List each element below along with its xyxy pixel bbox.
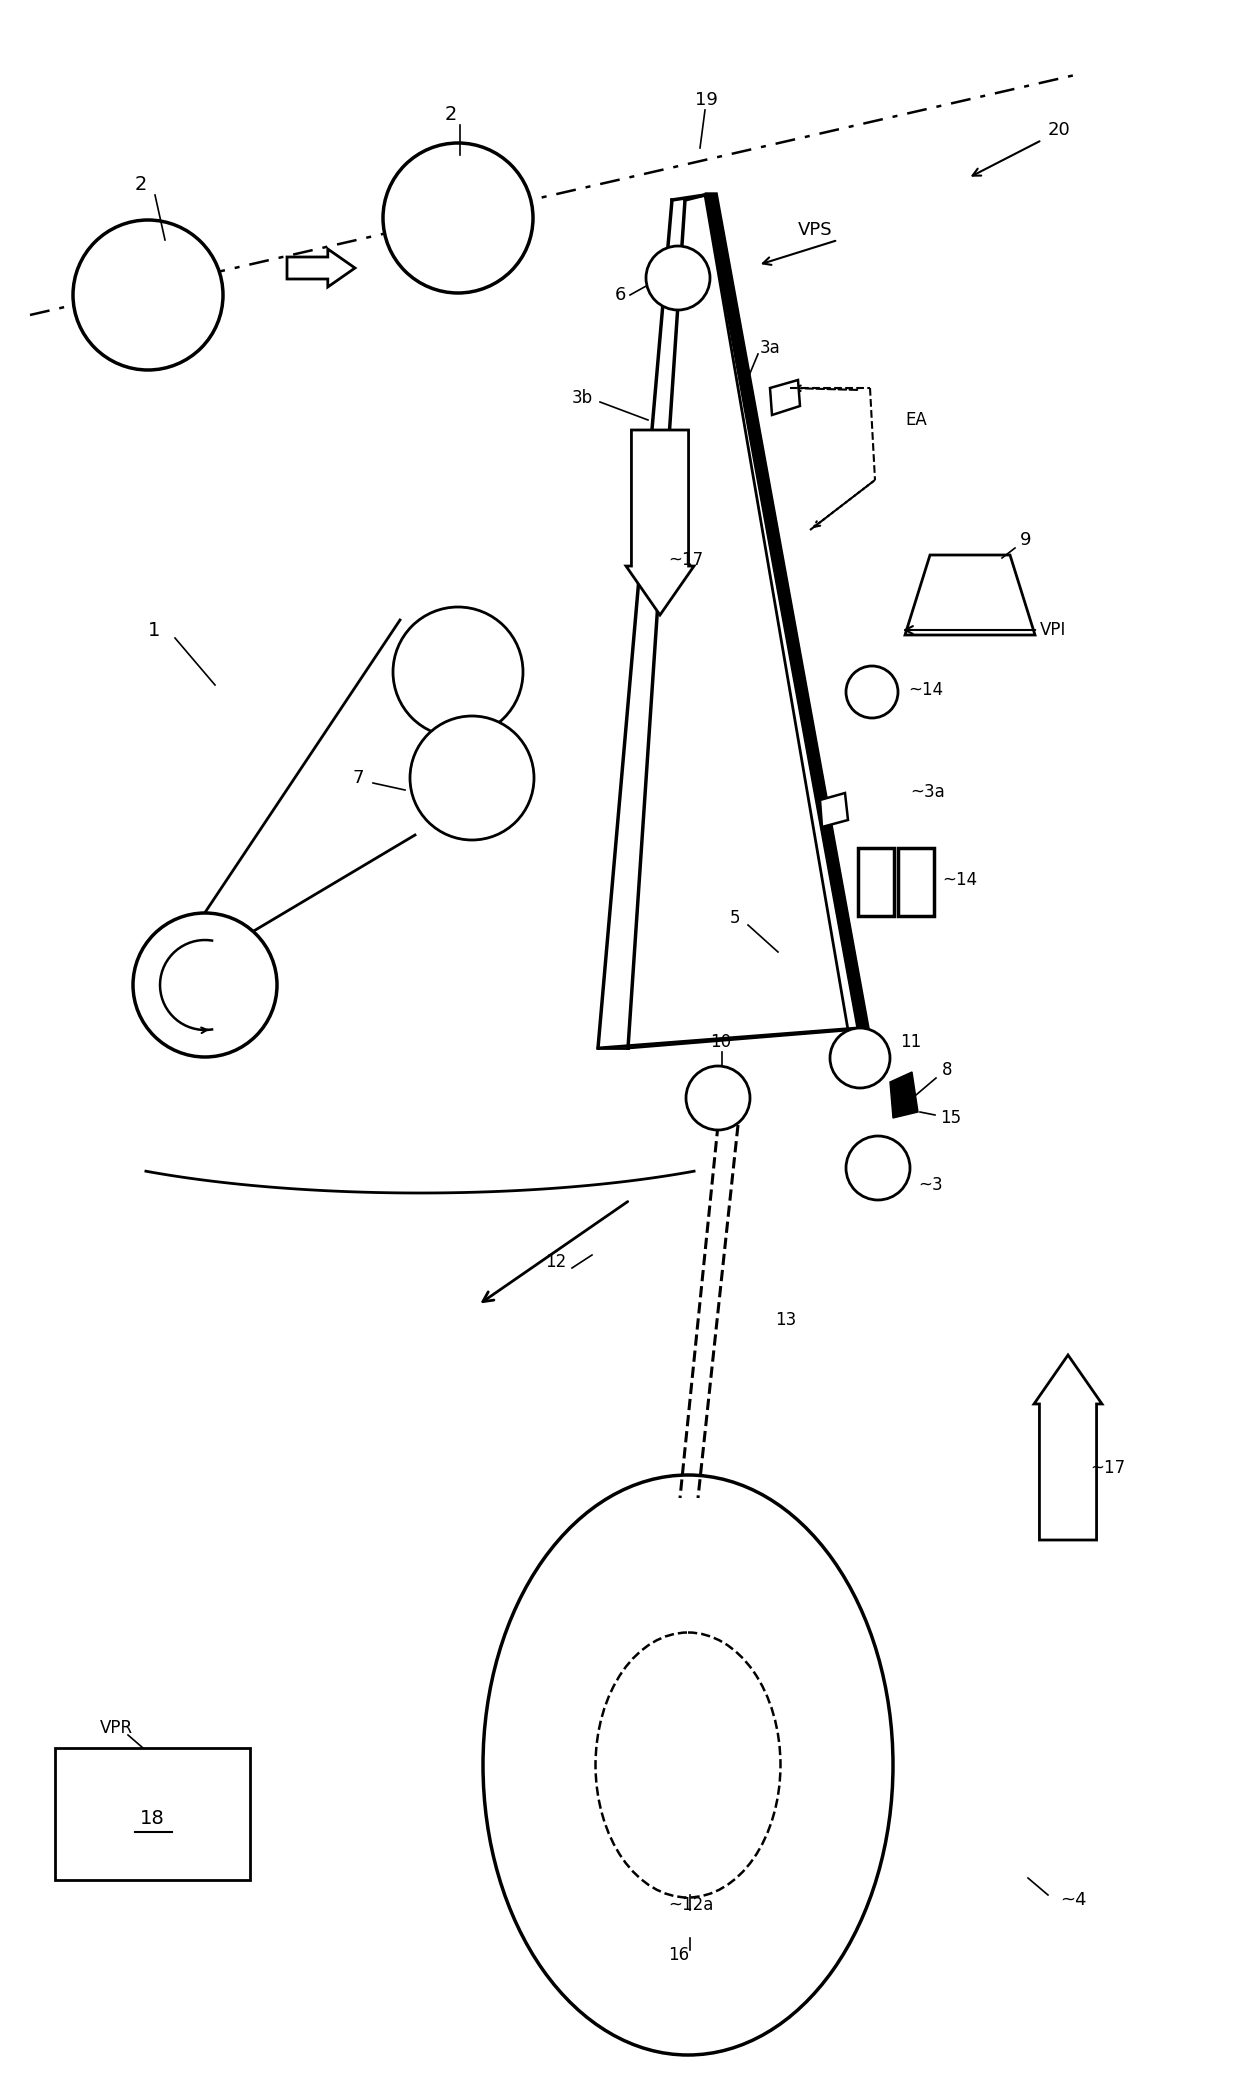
Text: 19: 19 [694, 90, 718, 109]
Polygon shape [820, 793, 848, 826]
Text: ~12a: ~12a [668, 1895, 713, 1914]
Polygon shape [770, 381, 800, 414]
Polygon shape [890, 1071, 918, 1117]
Text: 3b: 3b [572, 389, 593, 408]
Text: EA: EA [905, 410, 926, 429]
Text: 11: 11 [900, 1033, 921, 1050]
Text: 7: 7 [352, 770, 363, 787]
Circle shape [846, 1136, 910, 1201]
Polygon shape [706, 192, 869, 1027]
Text: 12: 12 [546, 1253, 567, 1272]
Text: ~17: ~17 [668, 550, 703, 569]
Text: 5: 5 [730, 910, 740, 927]
Circle shape [73, 220, 223, 370]
Polygon shape [905, 554, 1035, 636]
Text: 10: 10 [711, 1033, 732, 1050]
Text: 16: 16 [668, 1946, 689, 1964]
Text: ~17: ~17 [1090, 1458, 1125, 1477]
Text: 6: 6 [615, 287, 626, 303]
Polygon shape [286, 249, 355, 287]
Ellipse shape [595, 1632, 780, 1897]
Text: VPI: VPI [1040, 621, 1066, 638]
Polygon shape [626, 431, 694, 615]
Circle shape [383, 142, 533, 293]
Circle shape [133, 912, 277, 1056]
Circle shape [646, 247, 711, 310]
Text: 8: 8 [942, 1061, 952, 1079]
Text: VPR: VPR [100, 1720, 133, 1736]
Text: ~4: ~4 [1060, 1891, 1086, 1910]
Text: ~14: ~14 [942, 870, 977, 889]
Polygon shape [1034, 1356, 1102, 1540]
Circle shape [846, 665, 898, 718]
Text: 9: 9 [1021, 531, 1032, 548]
Circle shape [830, 1027, 890, 1088]
Text: VPS: VPS [799, 222, 832, 238]
Text: ~3a: ~3a [910, 782, 945, 801]
Text: 20: 20 [1048, 121, 1071, 138]
Circle shape [410, 715, 534, 841]
Text: 18: 18 [140, 1807, 165, 1828]
Text: ~14: ~14 [908, 682, 944, 699]
Text: ~3: ~3 [918, 1176, 942, 1195]
Text: 13: 13 [775, 1312, 796, 1328]
Text: 15: 15 [940, 1109, 961, 1128]
Ellipse shape [484, 1475, 893, 2054]
Bar [898, 847, 934, 916]
Circle shape [393, 607, 523, 736]
Circle shape [686, 1067, 750, 1130]
Text: 1: 1 [148, 621, 160, 640]
Bar [55, 1749, 250, 1881]
Bar [858, 847, 894, 916]
Text: 3a: 3a [760, 339, 781, 358]
Text: 2: 2 [445, 105, 458, 126]
Text: 2: 2 [135, 176, 148, 195]
